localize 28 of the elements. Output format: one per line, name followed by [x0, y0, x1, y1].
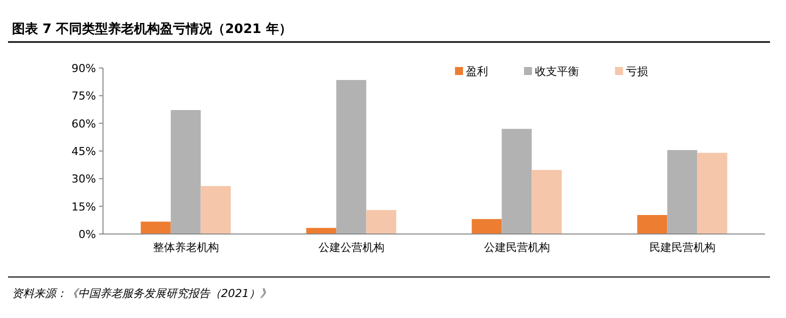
y-tick-label: 15%	[72, 200, 96, 214]
bar	[306, 228, 336, 234]
x-tick-label: 民建民营机构	[649, 241, 716, 254]
bar	[200, 186, 231, 234]
bar	[637, 215, 668, 234]
bar	[667, 150, 698, 234]
legend-label: 盈利	[466, 65, 488, 78]
text: 资料来源：《中国养老服务发展研究报告（2021）》	[12, 287, 271, 300]
bar	[336, 80, 366, 234]
x-tick-label: 公建民营机构	[484, 241, 550, 254]
x-tick-label: 公建公营机构	[318, 241, 384, 254]
bar	[697, 152, 728, 234]
chart-title: 图表 7 不同类型养老机构盈亏情况（2021 年）	[12, 21, 292, 37]
legend-label: 收支平衡	[535, 65, 579, 78]
y-tick-label: 30%	[72, 172, 96, 186]
y-tick-label: 60%	[72, 117, 96, 130]
y-tick-label: 0%	[78, 228, 96, 241]
y-tick-label: 90%	[72, 62, 96, 75]
bar	[472, 219, 502, 234]
bar	[366, 210, 396, 234]
y-tick-label: 75%	[72, 90, 96, 103]
legend-label: 亏损	[626, 65, 648, 78]
y-tick-label: 45%	[72, 145, 96, 158]
bar	[502, 128, 532, 234]
x-tick-label: 整体养老机构	[152, 241, 219, 254]
bar	[140, 222, 171, 234]
bar	[170, 110, 201, 234]
bar	[532, 170, 562, 234]
